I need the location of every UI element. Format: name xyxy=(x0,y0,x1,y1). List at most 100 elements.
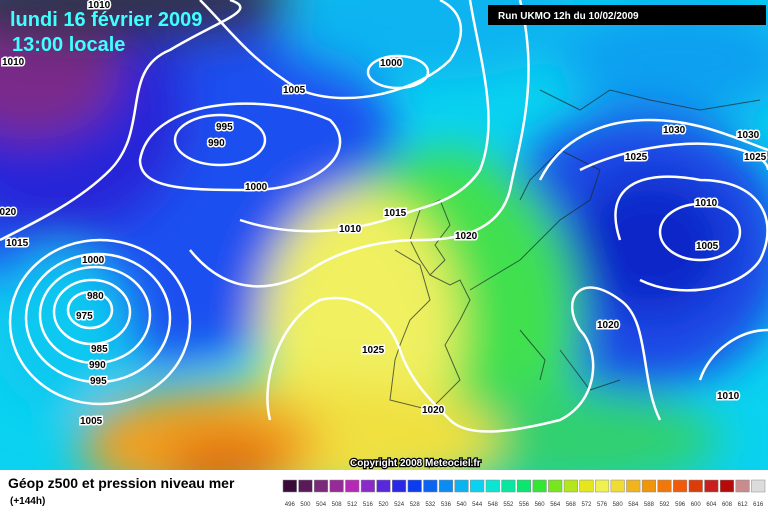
color-scale-label: 556 xyxy=(519,502,530,508)
isobar-label: 1010 xyxy=(2,57,25,68)
color-swatch xyxy=(438,479,453,493)
color-scale-label: 516 xyxy=(363,502,374,508)
color-scale-label: 588 xyxy=(644,502,655,508)
isobar-label: 1005 xyxy=(696,241,719,252)
color-scale-label: 500 xyxy=(300,502,311,508)
isobar-label: 980 xyxy=(87,291,104,302)
color-scale-label: 532 xyxy=(425,502,436,508)
color-swatch xyxy=(657,479,672,493)
color-scale-label: 616 xyxy=(753,502,764,508)
color-swatch xyxy=(485,479,500,493)
color-swatch xyxy=(516,479,532,493)
color-swatch xyxy=(751,479,766,493)
color-swatch xyxy=(579,479,594,493)
color-scale-label: 604 xyxy=(706,502,717,508)
color-swatch xyxy=(719,479,735,493)
color-swatch xyxy=(298,479,313,493)
time-label: 13:00 locale xyxy=(12,34,125,56)
color-scale-label: 612 xyxy=(738,502,749,508)
isobar-label: 990 xyxy=(89,360,106,371)
color-swatch xyxy=(610,479,625,493)
isobar-label: 995 xyxy=(90,376,107,387)
isobars xyxy=(0,0,768,433)
color-swatch xyxy=(563,479,578,493)
isobar-label: 995 xyxy=(216,122,233,133)
color-swatch xyxy=(641,479,656,493)
color-swatch xyxy=(501,479,516,493)
color-swatch xyxy=(423,479,438,493)
color-scale-label: 596 xyxy=(675,502,686,508)
isobar-label: 985 xyxy=(91,344,108,355)
color-swatch xyxy=(735,479,750,493)
isobar-label: 1025 xyxy=(362,345,385,356)
isobar-label: 1010 xyxy=(339,224,362,235)
isobar-label: 1020 xyxy=(0,207,17,218)
color-scale-label: 520 xyxy=(378,502,389,508)
isobar-label: 1015 xyxy=(384,208,407,219)
isobar-label: 1030 xyxy=(663,125,686,136)
color-swatch xyxy=(595,479,610,493)
isobar-label: 1010 xyxy=(695,198,718,209)
footer-title: Géop z500 et pression niveau mer xyxy=(8,475,235,491)
lead-time: (+144h) xyxy=(10,496,45,507)
color-scale-label: 560 xyxy=(535,502,546,508)
isobar-label: 1015 xyxy=(6,238,29,249)
color-scale-label: 528 xyxy=(410,502,421,508)
isobar-label: 1030 xyxy=(737,130,760,141)
color-scale-label: 508 xyxy=(332,502,343,508)
color-swatch xyxy=(360,479,375,493)
isobar-label: 990 xyxy=(208,138,225,149)
color-scale-label: 496 xyxy=(285,502,296,508)
color-scale-label: 568 xyxy=(566,502,577,508)
color-scale: 496 500 504 508 512 516 520 524 528 532 536 540 544 5… xyxy=(282,479,766,508)
map: 1010 1010 1005 1000 995 990 1000 1015 10… xyxy=(0,0,768,470)
color-scale-label: 512 xyxy=(347,502,358,508)
color-swatch xyxy=(548,479,563,493)
isobar-label: 1020 xyxy=(597,320,620,331)
isobar-label: 1000 xyxy=(380,58,403,69)
isobar-label: 1005 xyxy=(283,85,306,96)
color-swatch xyxy=(673,479,688,493)
color-swatch xyxy=(454,479,469,493)
color-swatch xyxy=(532,479,547,493)
isobar-label: 1025 xyxy=(625,152,648,163)
color-swatch xyxy=(329,479,344,493)
color-swatch xyxy=(376,479,391,493)
color-scale-label: 544 xyxy=(472,502,483,508)
color-scale-label: 552 xyxy=(503,502,514,508)
color-scale-label: 584 xyxy=(628,502,639,508)
color-swatch xyxy=(470,479,485,493)
isobar-label: 1000 xyxy=(245,182,268,193)
color-scale-label: 504 xyxy=(316,502,327,508)
isobar-label: 1020 xyxy=(422,405,445,416)
isobar-label: 1020 xyxy=(455,231,478,242)
color-scale-label: 576 xyxy=(597,502,608,508)
color-swatch xyxy=(345,479,360,493)
color-scale-label: 536 xyxy=(441,502,452,508)
isobar-label: 1005 xyxy=(80,416,103,427)
color-scale-label: 548 xyxy=(488,502,499,508)
isobar-label: 1000 xyxy=(82,255,105,266)
color-scale-label: 540 xyxy=(457,502,468,508)
copyright: Copyright 2008 Meteociel.fr xyxy=(350,458,481,469)
run-label: Run UKMO 12h du 10/02/2009 xyxy=(498,11,639,22)
run-box xyxy=(488,5,766,25)
isobar-label: 1025 xyxy=(744,152,767,163)
isobar-label: 1010 xyxy=(88,0,111,11)
date-label: lundi 16 février 2009 xyxy=(10,9,202,31)
color-scale-label: 564 xyxy=(550,502,561,508)
color-swatch xyxy=(313,479,329,493)
color-swatch xyxy=(407,479,422,493)
color-scale-label: 600 xyxy=(691,502,702,508)
isobar-label: 975 xyxy=(76,311,93,322)
isobar-label: 1010 xyxy=(717,391,740,402)
color-scale-label: 580 xyxy=(613,502,624,508)
color-swatch xyxy=(704,479,719,493)
color-swatch xyxy=(626,479,641,493)
color-scale-label: 572 xyxy=(581,502,592,508)
color-scale-label: 608 xyxy=(722,502,733,508)
color-scale-label: 524 xyxy=(394,502,405,508)
color-scale-label: 592 xyxy=(660,502,671,508)
color-swatch xyxy=(282,479,297,493)
